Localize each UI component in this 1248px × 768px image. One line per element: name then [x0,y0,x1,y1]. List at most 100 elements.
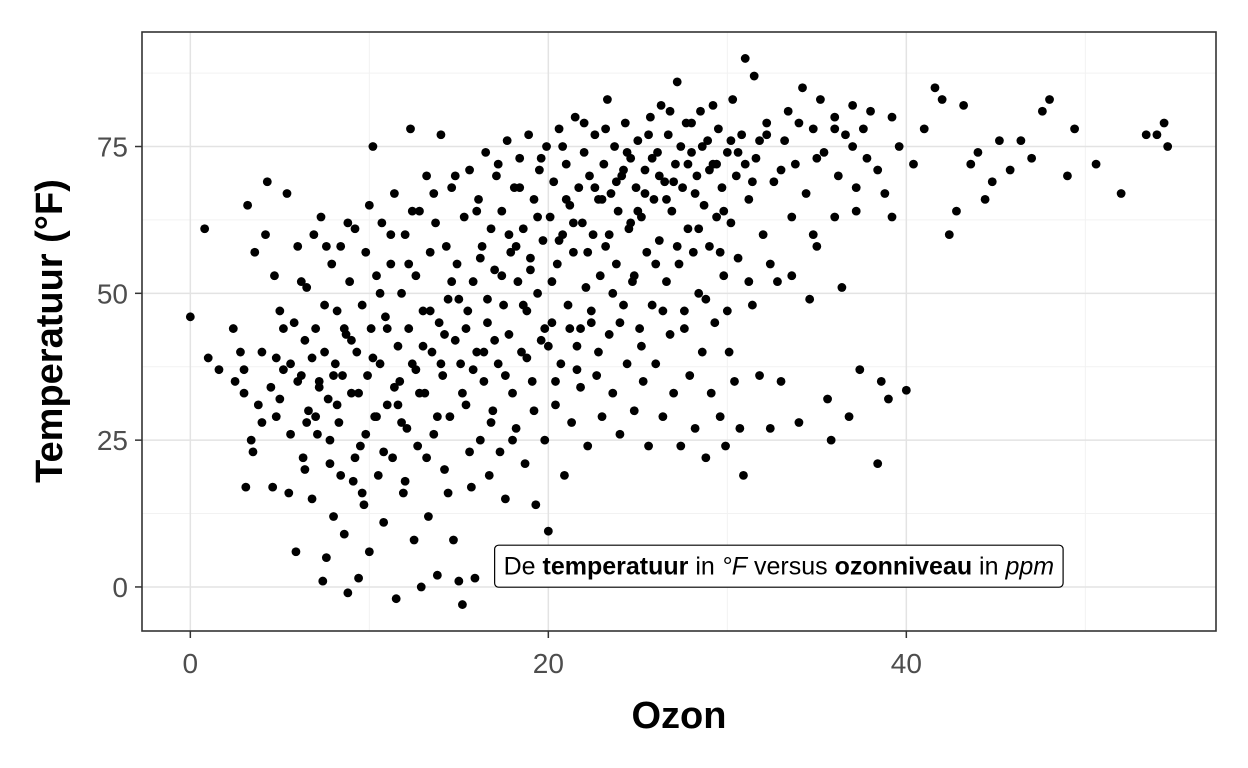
data-point [685,371,695,380]
data-point [848,101,858,110]
data-point [665,106,675,116]
data-point [758,230,768,240]
data-point [493,359,503,369]
annotation-text-part: versus [747,552,835,580]
data-point [558,142,568,151]
data-point [1063,171,1072,181]
data-point [572,341,582,351]
data-point [665,330,675,339]
data-point [445,412,455,422]
data-point [429,189,439,198]
data-point [363,371,372,380]
data-point [463,306,473,316]
data-point [282,189,292,198]
data-point [506,247,516,257]
data-point [316,212,326,222]
data-point [724,347,734,357]
data-point [776,165,786,175]
data-point [647,300,657,310]
data-point [672,77,682,87]
data-point [851,183,861,193]
data-point [733,147,743,157]
data-point [576,382,585,392]
data-point [1005,165,1015,175]
data-point [540,435,550,445]
data-point [583,247,593,257]
data-point [354,573,363,583]
data-point [1159,118,1169,128]
data-point [640,165,650,175]
data-point [826,435,836,445]
data-point [398,488,408,498]
data-point [699,200,709,210]
annotation-text-part: ppm [1004,552,1054,580]
data-point [461,400,471,410]
x-tick-label: 0 [183,648,199,679]
data-point [404,324,414,333]
data-point [447,183,457,193]
data-point [773,277,782,286]
data-point [302,283,312,292]
data-point [325,459,335,469]
data-point [336,470,346,480]
data-point [790,159,800,169]
data-point [327,259,337,269]
data-point [347,335,356,345]
data-point [894,142,904,151]
data-point [458,600,467,609]
data-point [611,259,621,269]
data-point [1070,124,1079,134]
data-point [513,277,523,286]
data-point [713,124,723,134]
data-point [526,253,535,263]
data-point [422,171,432,181]
data-point [481,147,491,157]
data-point [653,147,662,157]
data-point [841,130,850,140]
data-point [388,453,397,463]
data-point [418,306,428,316]
data-point [434,318,444,328]
data-point [726,136,736,146]
data-point [347,388,356,398]
data-point [518,224,528,234]
data-point [808,124,818,134]
data-point [436,359,446,369]
data-point [1091,159,1101,169]
data-point [579,118,589,128]
data-point [345,277,355,286]
data-point [696,106,705,116]
data-point [422,453,432,463]
data-point [739,470,748,480]
data-point [279,365,288,375]
data-point [536,335,546,345]
data-point [620,118,630,128]
data-point [651,359,661,369]
data-point [590,183,600,193]
data-point [783,106,793,116]
data-point [372,271,381,281]
data-point [715,412,725,422]
x-axis-title: Ozon [632,695,727,737]
data-point [458,388,467,398]
data-point [830,124,840,134]
data-point [436,130,446,140]
data-point [901,385,911,395]
data-point [654,171,664,181]
data-point [590,130,600,140]
data-point [497,271,507,281]
data-point [543,526,553,536]
data-point [533,288,542,298]
data-point [228,324,238,333]
data-point [483,318,492,328]
data-point [604,230,614,240]
data-point [475,435,485,445]
data-point [393,341,403,351]
data-point [511,241,521,251]
data-point [551,377,560,386]
data-points [185,54,1173,609]
data-point [726,218,736,228]
data-point [568,218,578,228]
data-point [1152,130,1162,140]
data-point [740,159,750,169]
